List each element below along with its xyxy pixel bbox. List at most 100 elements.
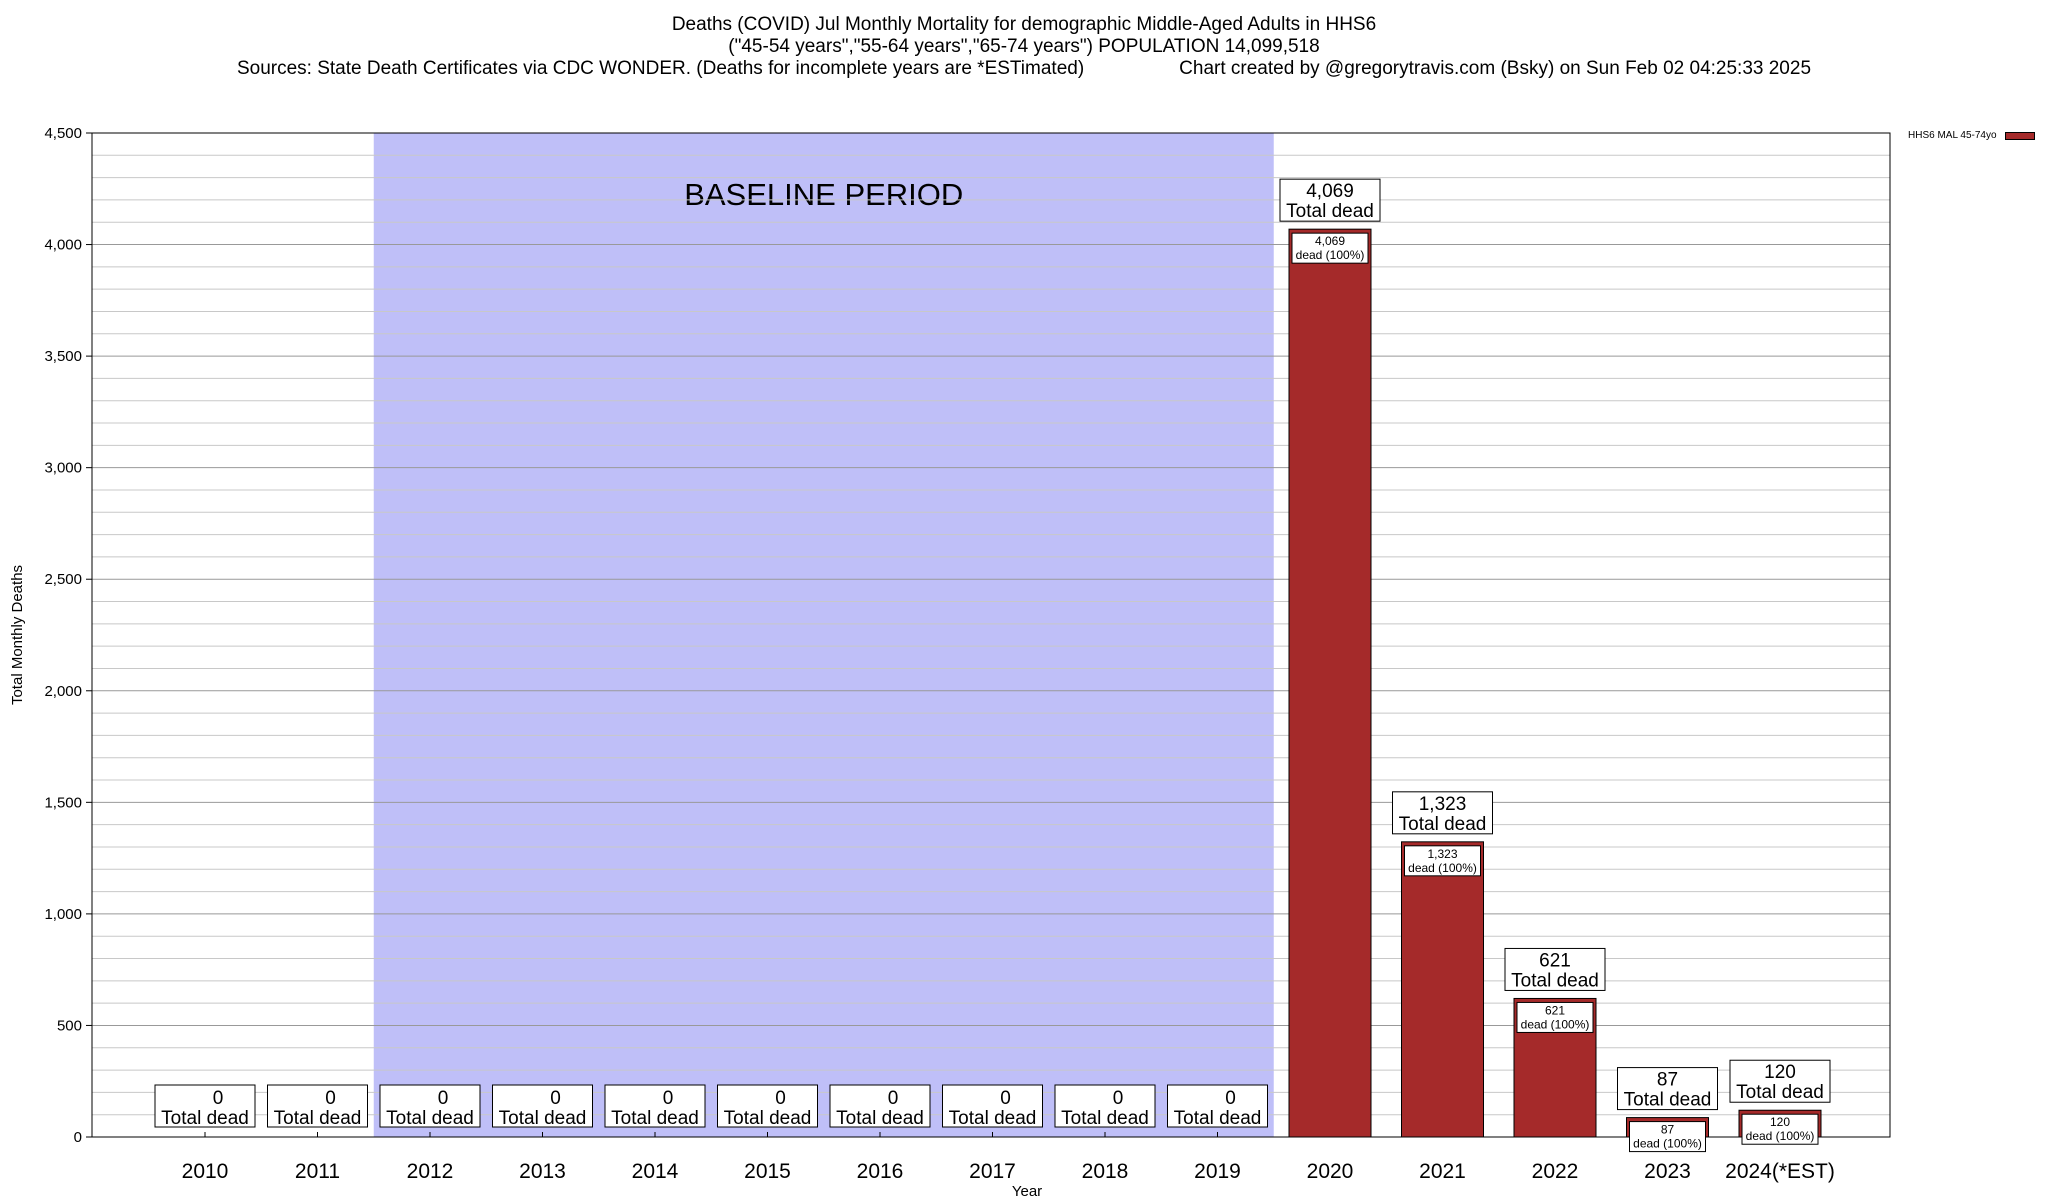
bar-total-text-label: Total dead [1286,201,1374,222]
bar-inner-value-label: 1,323 [1427,847,1457,861]
bar-total-value-label: 1,323 [1419,794,1467,815]
bar-inner-value-label: 120 [1770,1115,1790,1129]
x-tick-label: 2019 [1194,1160,1241,1183]
x-tick-label: 2010 [182,1160,229,1183]
x-tick-label: 2017 [969,1160,1016,1183]
bar-total-text-label: Total dead [161,1108,249,1129]
x-tick-label: 2013 [519,1160,566,1183]
bar [1401,841,1484,1138]
bar-total-text-label: Total dead [1511,970,1599,991]
bar-inner-label-box [1516,1001,1594,1033]
bar-total-label-box [1504,947,1606,991]
bar-total-text-label: Total dead [1174,1108,1262,1129]
bar-total-value-label: 0 [1113,1088,1124,1109]
x-tick-label: 2024(*EST) [1725,1160,1835,1183]
bar-total-label-box [1729,1059,1831,1103]
x-tick-label: 2016 [857,1160,904,1183]
y-tick-label: 1,500 [44,794,82,811]
y-tick-label: 1,000 [44,906,82,923]
bar-total-label-box [1617,1067,1718,1111]
bar-total-value-label: 0 [1225,1088,1236,1109]
bar-total-label-box [492,1084,593,1128]
y-axis-label: Total Monthly Deaths [9,565,26,705]
chart-sources: Sources: State Death Certificates via CD… [236,58,1085,79]
bar-total-text-label: Total dead [724,1108,812,1129]
bar-total-label-box [942,1084,1043,1128]
bar-total-text-label: Total dead [386,1108,474,1129]
y-tick-label: 4,500 [44,125,82,142]
bar-total-value-label: 0 [213,1088,224,1109]
bar-inner-value-label: 87 [1661,1123,1675,1137]
bar-total-text-label: Total dead [1061,1108,1149,1129]
bar-inner-label-box [1291,232,1369,264]
x-tick-label: 2011 [295,1160,340,1183]
bar-total-value-label: 87 [1657,1070,1678,1091]
bar-inner-label-box [1404,845,1481,877]
bar-total-text-label: Total dead [949,1108,1037,1129]
x-axis-label: Year [1012,1183,1042,1200]
x-tick-label: 2015 [744,1160,791,1183]
y-tick-label: 500 [57,1017,82,1034]
plot-frame [91,132,1891,1138]
chart-title-block: Deaths (COVID) Jul Monthly Mortality for… [0,14,2048,80]
bar-total-label-box [267,1084,368,1128]
bar-total-value-label: 0 [663,1088,674,1109]
baseline-period-label: BASELINE PERIOD [684,177,963,212]
bar [1288,228,1372,1138]
bar-total-text-label: Total dead [274,1108,362,1129]
bar-inner-percent-label: dead (100%) [1521,1017,1590,1031]
x-tick-label: 2021 [1419,1160,1466,1183]
bar-total-value-label: 0 [775,1088,786,1109]
x-tick-label: 2018 [1082,1160,1129,1183]
bar-total-label-box [604,1084,706,1128]
bar-inner-percent-label: dead (100%) [1746,1129,1815,1143]
bar-total-value-label: 0 [550,1088,561,1109]
x-tick-label: 2012 [407,1160,454,1183]
bar-total-text-label: Total dead [499,1108,587,1129]
bar-total-text-label: Total dead [611,1108,699,1129]
y-tick-label: 3,500 [44,348,82,365]
bar-total-value-label: 0 [1000,1088,1011,1109]
bar-total-label-box [1054,1084,1156,1128]
bar-total-label-box [1392,791,1493,835]
bar-inner-percent-label: dead (100%) [1633,1137,1702,1151]
y-tick-label: 2,500 [44,571,82,588]
bar-inner-value-label: 621 [1545,1003,1565,1017]
x-tick-label: 2022 [1532,1160,1579,1183]
bar-total-text-label: Total dead [836,1108,924,1129]
bar-total-value-label: 120 [1764,1062,1796,1083]
bar-total-label-box [154,1084,256,1128]
bar-total-text-label: Total dead [1399,814,1487,835]
bar-total-text-label: Total dead [1736,1082,1824,1103]
bar-total-value-label: 621 [1539,950,1571,971]
y-tick-label: 2,000 [44,683,82,700]
bar-total-label-box [1167,1084,1268,1128]
chart-title: Deaths (COVID) Jul Monthly Mortality for… [671,14,1377,35]
bar-inner-value-label: 4,069 [1315,234,1345,248]
bar-total-label-box [379,1084,481,1128]
y-tick-label: 3,000 [44,460,82,477]
chart-source-credit: Sources: State Death Certificates via CD… [0,58,2048,80]
x-tick-label: 2023 [1644,1160,1691,1183]
bar-total-label-box [1279,178,1381,222]
bar-inner-label-box [1629,1121,1706,1153]
baseline-period-band [373,133,1274,1137]
y-tick-label: 0 [74,1129,82,1146]
chart-subtitle: ("45-54 years","55-64 years","65-74 year… [728,36,1320,57]
x-tick-label: 2014 [632,1160,679,1183]
bar-total-value-label: 0 [888,1088,899,1109]
bar-inner-percent-label: dead (100%) [1408,861,1477,875]
legend-entry-label: HHS6 MAL 45-74yo [1908,130,1997,141]
bar-total-value-label: 0 [325,1088,336,1109]
bar-total-value-label: 4,069 [1306,181,1354,202]
bar-total-label-box [717,1084,818,1128]
bar-inner-percent-label: dead (100%) [1296,248,1365,262]
y-tick-label: 4,000 [44,237,82,254]
bar-inner-label-box [1741,1113,1819,1145]
chart-credit: Chart created by @gregorytravis.com (Bsk… [1179,58,1812,79]
legend: HHS6 MAL 45-74yo [1908,130,2035,141]
legend-swatch [2004,131,2035,140]
x-tick-label: 2020 [1307,1160,1354,1183]
bar-total-value-label: 0 [438,1088,449,1109]
